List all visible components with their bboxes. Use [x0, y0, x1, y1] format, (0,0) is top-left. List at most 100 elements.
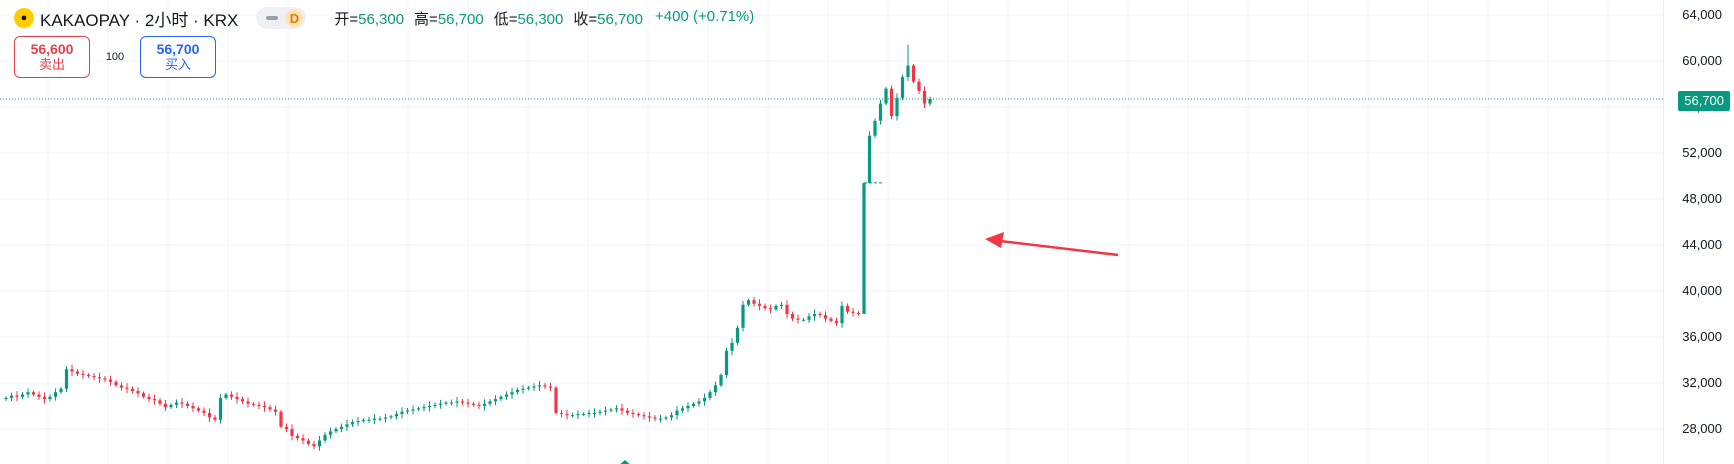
symbol-title[interactable]: KAKAOPAY · 2小时 · KRX: [40, 10, 239, 30]
candle-body: [180, 402, 184, 404]
candle-body: [895, 97, 899, 117]
candle-body: [119, 385, 124, 388]
candle-body: [598, 411, 602, 413]
candle-body: [757, 303, 762, 306]
candle-body: [356, 420, 360, 423]
candle-body: [15, 395, 19, 397]
candle-body: [702, 397, 707, 402]
candle-body: [834, 320, 839, 324]
candle-body: [70, 369, 74, 372]
price-tick-label: 60,000: [1682, 53, 1722, 68]
candle-body: [686, 406, 690, 409]
buy-label: 买入: [164, 57, 191, 72]
candle-body: [433, 404, 437, 406]
candle-body: [664, 417, 668, 419]
price-tick-label: 28,000: [1682, 421, 1722, 436]
candle-body: [130, 388, 135, 392]
candle-body: [108, 379, 113, 382]
candle-body: [774, 305, 778, 310]
candle-body: [845, 305, 850, 312]
candle-body: [185, 403, 190, 406]
candle-body: [345, 424, 349, 427]
candle-body: [323, 434, 327, 441]
candle-body: [719, 374, 723, 386]
candle-body: [202, 410, 206, 413]
open-value: 56,300: [358, 10, 405, 28]
candle-body: [917, 81, 921, 91]
sell-button[interactable]: 56,600 卖出: [14, 36, 90, 78]
candle-body: [504, 394, 509, 397]
candle-body: [790, 314, 795, 319]
candle-body: [174, 402, 179, 405]
candle-body: [75, 371, 80, 374]
candle-body: [334, 429, 338, 432]
buy-button[interactable]: 56,700 买入: [140, 36, 216, 78]
candle-body: [350, 422, 355, 425]
candle-body: [559, 412, 564, 415]
candle-body: [768, 308, 773, 310]
candle-body: [532, 386, 536, 388]
candle-body: [59, 388, 63, 393]
candle-body: [697, 401, 701, 404]
candle-body: [361, 419, 366, 421]
data-mode-toggle[interactable]: D: [256, 7, 307, 29]
candle-body: [548, 386, 553, 388]
candle-body: [587, 412, 591, 415]
candle-body: [284, 426, 289, 429]
last-price-tag: 56,700: [1678, 91, 1730, 111]
candle-body: [86, 374, 91, 377]
candle-body: [829, 318, 833, 321]
candle-body: [675, 410, 679, 416]
candlestick-series: [4, 44, 932, 451]
candle-body: [125, 387, 129, 389]
candle-body: [147, 396, 151, 400]
close-value: 56,700: [597, 10, 644, 28]
candle-body: [840, 305, 844, 324]
quantity-value[interactable]: 100: [105, 51, 125, 63]
candle-body: [488, 401, 492, 404]
candle-body: [741, 304, 745, 328]
candle-body: [658, 418, 663, 420]
candle-body: [669, 415, 674, 418]
candle-body: [152, 399, 157, 401]
price-scale-divider: [1663, 0, 1664, 464]
candle-body: [515, 389, 520, 393]
candle-body: [752, 300, 756, 304]
candle-body: [411, 409, 415, 411]
candle-body: [851, 311, 855, 313]
ohlc-values: 开=56,300 高=56,700 低=56,300 收=56,700 +400…: [334, 8, 754, 29]
candle-body: [207, 412, 212, 418]
candle-body: [807, 316, 811, 320]
candle-body: [482, 403, 487, 406]
chart-grid: [0, 0, 1663, 464]
candle-body: [290, 429, 294, 436]
candle-body: [53, 392, 58, 397]
candle-body: [620, 408, 624, 411]
candle-body: [240, 399, 245, 402]
candle-body: [818, 314, 822, 316]
annotation-arrow[interactable]: [985, 232, 1119, 257]
candle-body: [812, 314, 817, 317]
price-tick-label: 48,000: [1682, 191, 1722, 206]
candle-body: [4, 397, 8, 400]
candle-body: [785, 304, 789, 314]
candle-body: [438, 403, 443, 405]
candle-body: [796, 318, 800, 320]
candle-body: [328, 431, 333, 435]
candle-body: [889, 88, 894, 117]
candle-body: [801, 319, 806, 321]
candle-body: [306, 440, 311, 444]
price-change: +400 (+0.71%): [655, 7, 755, 25]
candle-body: [900, 77, 905, 98]
scroll-marker-icon[interactable]: [618, 460, 632, 464]
candle-body: [389, 416, 393, 418]
candle-body: [906, 65, 910, 78]
candle-body: [625, 410, 630, 413]
candle-body: [246, 401, 250, 404]
candle-body: [81, 373, 85, 375]
candle-body: [499, 396, 503, 400]
kakaopay-chat-bubble-icon: ●: [14, 8, 34, 28]
low-label: 低=: [493, 10, 518, 28]
candle-body: [92, 376, 96, 378]
